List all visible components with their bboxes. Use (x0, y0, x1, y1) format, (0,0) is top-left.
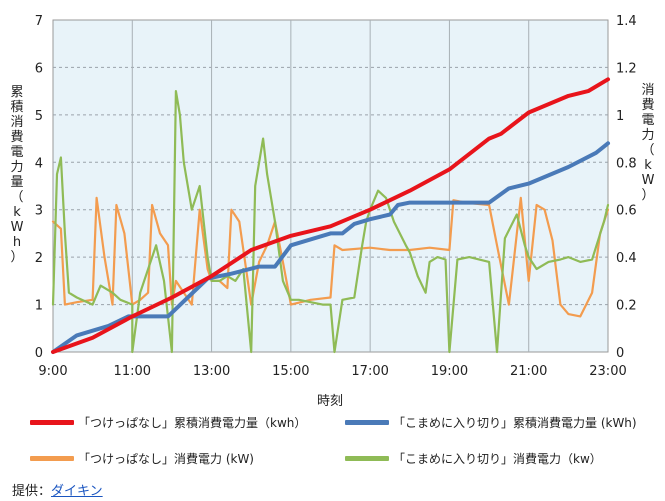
x-tick-label: 17:00 (351, 364, 388, 379)
legend-label: 「こまめに入り切り」累積消費電力量 (kWh) (393, 416, 637, 430)
legend-label: 「こまめに入り切り」消費電力（kw） (393, 452, 602, 466)
x-axis-ticks: 9:00 11:00 13:00 15:00 17:00 19:00 21:00 23:00 (38, 364, 626, 379)
x-tick-label: 23:00 (589, 364, 626, 379)
left-tick-label: 5 (35, 109, 43, 124)
credit: 提供：ダイキン (12, 480, 103, 499)
x-tick-label: 19:00 (431, 364, 468, 379)
legend-item-tsukeppanashi-power: 「つけっぱなし」消費電力 (kW) (30, 450, 254, 467)
left-tick-label: 6 (35, 61, 43, 76)
left-tick-label: 3 (35, 204, 43, 219)
legend-swatch (345, 456, 389, 461)
right-tick-label: 0.4 (616, 251, 637, 266)
legend-swatch (30, 420, 74, 425)
x-tick-label: 11:00 (114, 364, 151, 379)
x-tick-label: 9:00 (38, 364, 67, 379)
right-tick-label: 0 (616, 346, 624, 361)
right-tick-label: 0.8 (616, 156, 637, 171)
x-tick-label: 13:00 (193, 364, 230, 379)
series-line-0 (51, 77, 610, 354)
right-tick-label: 0.2 (616, 299, 637, 314)
series-line-1 (51, 141, 610, 354)
chart: 0 1 2 3 4 5 6 7 0 0.2 0.4 0.6 0.8 1 1.2 1.4 9:00 11:00 1… (10, 14, 654, 409)
legend: 「つけっぱなし」累積消費電力量（kwh） 「こまめに入り切り」累積消費電力量 (… (30, 412, 650, 472)
series-lines (51, 77, 610, 354)
legend-item-komame-power: 「こまめに入り切り」消費電力（kw） (345, 450, 602, 467)
left-axis-ticks: 0 1 2 3 4 5 6 7 (35, 14, 43, 361)
left-tick-label: 7 (35, 14, 43, 29)
left-tick-label: 2 (35, 251, 43, 266)
x-tick-label: 15:00 (272, 364, 309, 379)
left-tick-label: 1 (35, 299, 43, 314)
right-axis-label: 消費電力（ k W） (641, 83, 654, 203)
legend-swatch (345, 420, 389, 425)
right-tick-label: 1.4 (616, 14, 637, 29)
right-tick-label: 0.6 (616, 204, 637, 219)
right-axis-ticks: 0 0.2 0.4 0.6 0.8 1 1.2 1.4 (616, 14, 637, 361)
credit-prefix: 提供： (12, 484, 52, 499)
left-tick-label: 4 (35, 156, 43, 171)
series-line-2 (51, 196, 610, 318)
x-tick-label: 21:00 (510, 364, 547, 379)
legend-swatch (30, 456, 74, 461)
credit-link[interactable]: ダイキン (51, 484, 103, 499)
legend-label: 「つけっぱなし」累積消費電力量（kwh） (78, 416, 307, 430)
left-tick-label: 0 (35, 346, 43, 361)
legend-label: 「つけっぱなし」消費電力 (kW) (78, 452, 254, 466)
x-axis-label: 時刻 (317, 394, 343, 409)
right-tick-label: 1.2 (616, 61, 637, 76)
legend-item-tsukeppanashi-cumulative: 「つけっぱなし」累積消費電力量（kwh） (30, 414, 306, 431)
right-tick-label: 1 (616, 109, 624, 124)
legend-item-komame-cumulative: 「こまめに入り切り」累積消費電力量 (kWh) (345, 414, 637, 431)
